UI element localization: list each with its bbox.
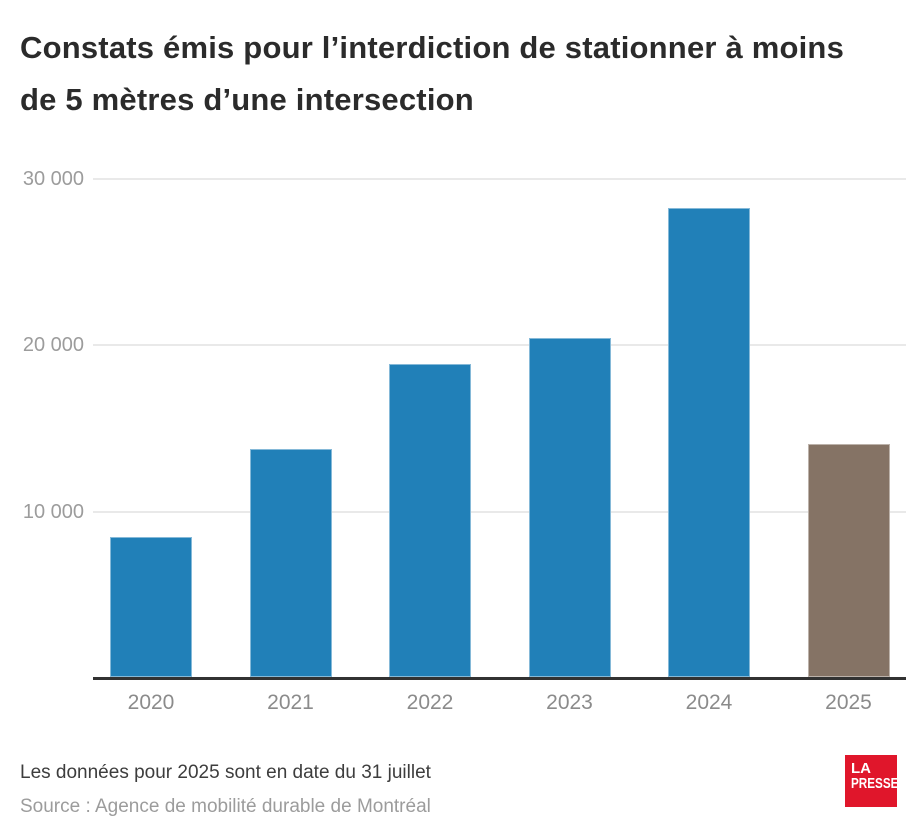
page-title-line-1: Constats émis pour l’interdiction de sta…: [20, 30, 845, 65]
bar-2022: [389, 364, 471, 677]
bar-2025: [807, 444, 890, 677]
bar-2021: [249, 449, 332, 677]
y-axis-tick-10000: 10 000: [22, 500, 84, 523]
gridline-30000: [93, 178, 906, 180]
x-axis-tick-2025: 2025: [825, 691, 872, 714]
x-axis-tick-2023: 2023: [546, 691, 593, 714]
y-axis-tick-30000: 30 000: [22, 168, 84, 190]
la-presse-logo: LA PRESSE: [845, 755, 899, 807]
bar-2020: [110, 537, 192, 677]
gridline-20000: [93, 344, 906, 347]
la-presse-logo-line-2: PRESSE: [851, 775, 899, 792]
bar-2024: [668, 208, 750, 677]
y-axis-tick-20000: 20 000: [22, 334, 84, 357]
chart-source: Source : Agence de mobilité durable de M…: [20, 796, 431, 817]
gridline-10000: [93, 510, 906, 513]
x-axis-tick-2024: 2024: [685, 691, 733, 714]
x-axis-tick-2022: 2022: [406, 691, 454, 714]
x-axis-tick-2020: 2020: [127, 691, 175, 714]
chart-note: Les données pour 2025 sont en date du 31…: [20, 762, 431, 783]
bar-2023: [528, 338, 611, 677]
page-title-line-2: de 5 mètres d’une intersection: [20, 82, 474, 117]
x-axis-tick-2021: 2021: [267, 691, 314, 714]
page-title: Constats émis pour l’interdiction de sta…: [20, 22, 844, 126]
x-axis-line: [93, 677, 906, 680]
la-presse-logo-line-1: LA: [851, 760, 871, 777]
